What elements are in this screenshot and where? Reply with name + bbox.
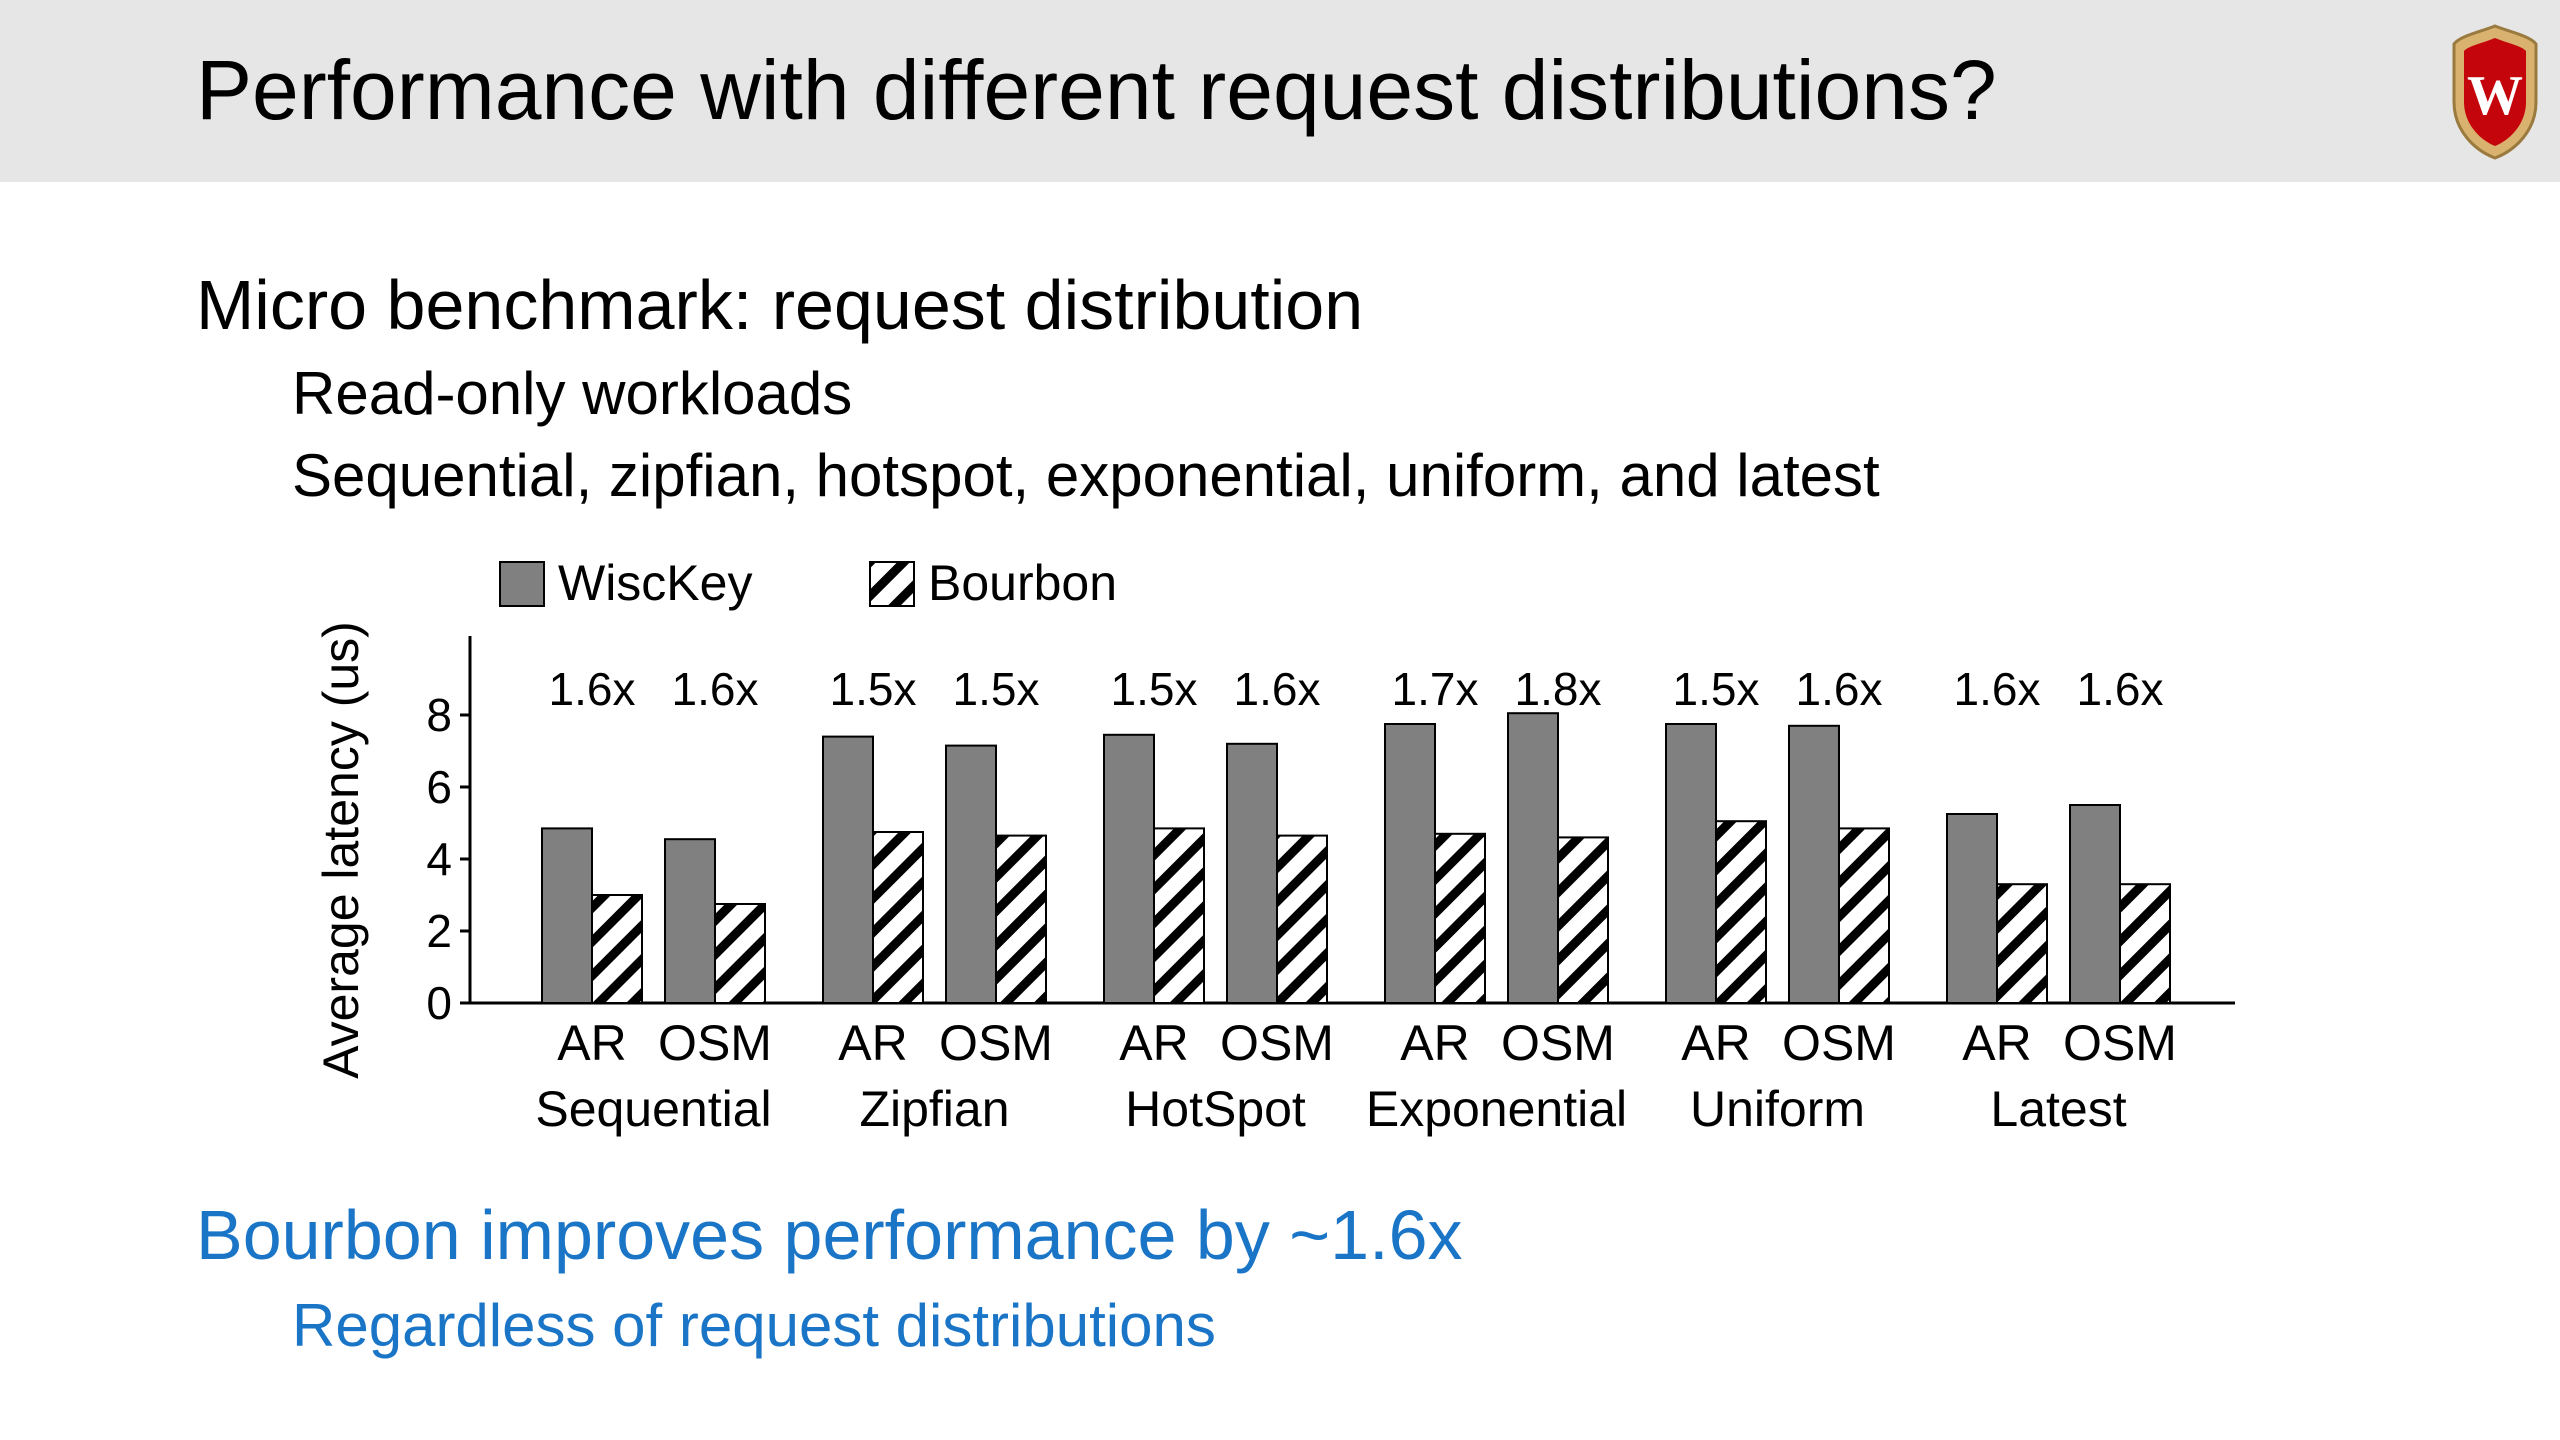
group-label: Sequential bbox=[535, 1081, 771, 1137]
bar-wisckey bbox=[945, 744, 997, 1004]
bar-bourbon bbox=[1276, 834, 1328, 1004]
bullet-read-only: Read-only workloads bbox=[292, 360, 853, 427]
speedup-label: 1.5x bbox=[1673, 663, 1760, 715]
bar-wisckey bbox=[1507, 712, 1559, 1004]
x-tick-label: AR bbox=[1119, 1015, 1188, 1071]
speedup-label: 1.7x bbox=[1392, 663, 1479, 715]
speedup-label: 1.6x bbox=[1954, 663, 2041, 715]
speedup-label: 1.5x bbox=[1111, 663, 1198, 715]
crest-shield bbox=[2464, 38, 2526, 146]
y-tick-label: 8 bbox=[426, 689, 452, 741]
x-tick-label: AR bbox=[1681, 1015, 1750, 1071]
bullet-distributions: Sequential, zipfian, hotspot, exponentia… bbox=[292, 442, 1880, 509]
x-tick-label: AR bbox=[1400, 1015, 1469, 1071]
x-tick-label: OSM bbox=[2063, 1015, 2177, 1071]
speedup-label: 1.6x bbox=[672, 663, 759, 715]
bar-bourbon bbox=[872, 831, 924, 1004]
bar-bourbon bbox=[591, 894, 643, 1004]
bar-bourbon bbox=[1996, 883, 2048, 1005]
header-band bbox=[0, 0, 2560, 182]
speedup-label: 1.5x bbox=[953, 663, 1040, 715]
x-tick-label: OSM bbox=[1782, 1015, 1896, 1071]
legend-label-bourbon: Bourbon bbox=[928, 555, 1117, 611]
y-tick-label: 0 bbox=[426, 977, 452, 1029]
bar-wisckey bbox=[1384, 723, 1436, 1004]
bar-wisckey bbox=[1665, 723, 1717, 1004]
speedup-label: 1.6x bbox=[549, 663, 636, 715]
slide-title: Performance with different request distr… bbox=[196, 43, 1997, 137]
y-axis-label: Average latency (us) bbox=[313, 621, 369, 1079]
x-tick-label: OSM bbox=[1501, 1015, 1615, 1071]
legend-swatch-wisckey bbox=[499, 561, 545, 607]
bar-bourbon bbox=[1434, 832, 1486, 1004]
bar-wisckey bbox=[1226, 742, 1278, 1004]
uw-crest-logo: W bbox=[2452, 24, 2538, 160]
y-tick-label: 2 bbox=[426, 905, 452, 957]
x-tick-label: AR bbox=[1962, 1015, 2031, 1071]
x-tick-label: AR bbox=[557, 1015, 626, 1071]
bar-wisckey bbox=[664, 838, 716, 1005]
x-tick-label: OSM bbox=[939, 1015, 1053, 1071]
bar-wisckey bbox=[822, 735, 874, 1004]
bar-wisckey bbox=[541, 827, 593, 1005]
y-tick-label: 6 bbox=[426, 761, 452, 813]
speedup-label: 1.8x bbox=[1515, 663, 1602, 715]
x-tick-label: OSM bbox=[658, 1015, 772, 1071]
group-label: Uniform bbox=[1690, 1081, 1865, 1137]
bar-wisckey bbox=[2069, 804, 2121, 1004]
bullet-regardless: Regardless of request distributions bbox=[292, 1292, 1216, 1359]
bullet-bourbon-improves: Bourbon improves performance by ~1.6x bbox=[196, 1196, 1463, 1274]
bullet-micro-benchmark: Micro benchmark: request distribution bbox=[196, 266, 1364, 344]
bar-wisckey bbox=[1946, 813, 1998, 1004]
group-label: HotSpot bbox=[1125, 1081, 1306, 1137]
bar-bourbon bbox=[1153, 827, 1205, 1005]
legend-swatch-bourbon bbox=[869, 561, 915, 607]
crest-letter: W bbox=[2467, 65, 2523, 127]
bar-bourbon bbox=[714, 903, 766, 1004]
group-label: Zipfian bbox=[859, 1081, 1009, 1137]
speedup-label: 1.6x bbox=[1234, 663, 1321, 715]
speedup-label: 1.6x bbox=[1796, 663, 1883, 715]
y-tick-label: 4 bbox=[426, 833, 452, 885]
bar-bourbon bbox=[1838, 827, 1890, 1005]
legend-label-wisckey: WiscKey bbox=[558, 555, 752, 611]
bar-bourbon bbox=[1715, 820, 1767, 1005]
x-tick-label: OSM bbox=[1220, 1015, 1334, 1071]
x-tick-label: AR bbox=[838, 1015, 907, 1071]
bar-wisckey bbox=[1788, 724, 1840, 1004]
bar-bourbon bbox=[1557, 836, 1609, 1005]
bar-wisckey bbox=[1103, 733, 1155, 1004]
group-label: Exponential bbox=[1366, 1081, 1627, 1137]
group-label: Latest bbox=[1990, 1081, 2126, 1137]
bar-bourbon bbox=[2119, 883, 2171, 1005]
speedup-label: 1.5x bbox=[830, 663, 917, 715]
speedup-label: 1.6x bbox=[2077, 663, 2164, 715]
bar-bourbon bbox=[995, 834, 1047, 1004]
